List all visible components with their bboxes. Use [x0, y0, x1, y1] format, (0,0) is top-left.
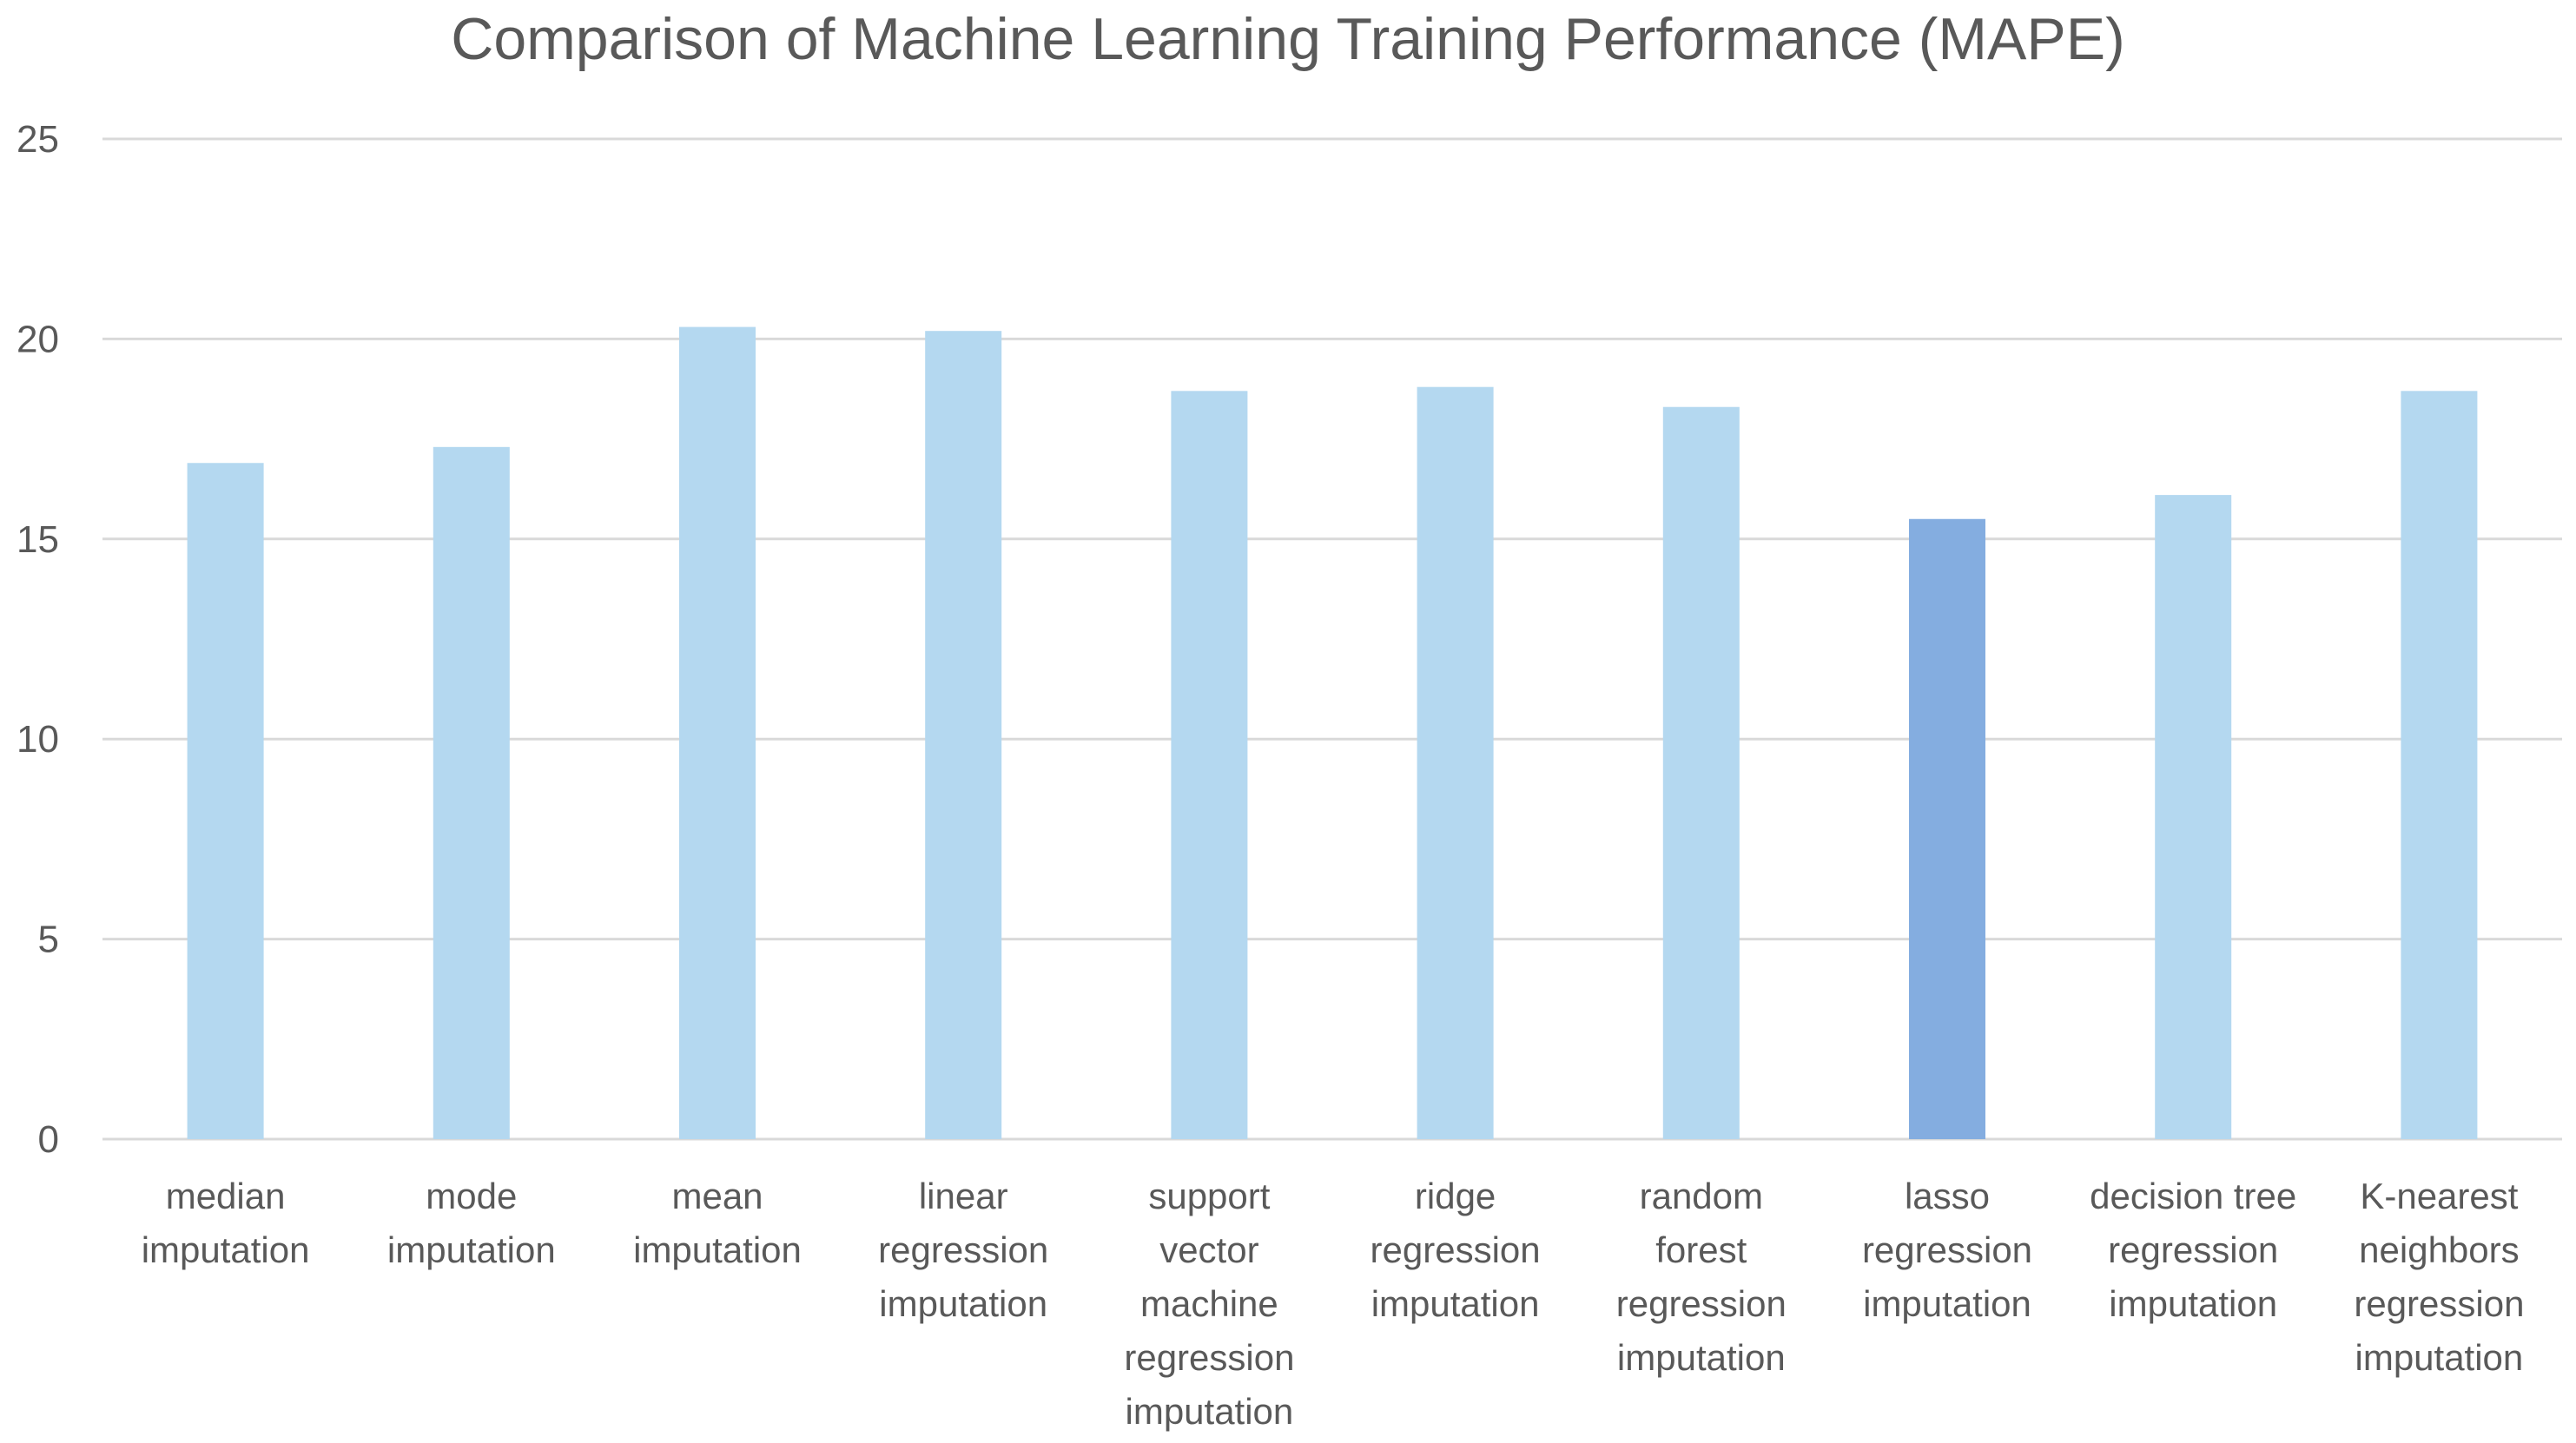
- x-tick-label-line: regression: [2354, 1283, 2524, 1324]
- x-tick-label: mean imputation: [633, 1176, 802, 1270]
- x-tick-label-line: imputation: [879, 1283, 1047, 1324]
- bar: [187, 463, 264, 1139]
- x-tick-label-line: regression: [1616, 1283, 1787, 1324]
- bar: [1171, 391, 1248, 1140]
- x-tick-label-line: imputation: [2355, 1337, 2524, 1378]
- x-tick-label-line: regression: [878, 1229, 1048, 1270]
- x-tick-label: mode imputation: [387, 1176, 556, 1270]
- y-tick-label: 25: [17, 118, 59, 161]
- chart-title: Comparison of Machine Learning Training …: [451, 6, 2125, 72]
- x-tick-label: median imputation: [142, 1176, 310, 1270]
- x-tick-label-line: imputation: [387, 1229, 556, 1270]
- x-tick-label-line: forest: [1655, 1229, 1747, 1270]
- bar: [2401, 391, 2478, 1140]
- bars: [187, 326, 2478, 1140]
- x-tick-label-line: linear: [919, 1176, 1008, 1216]
- y-tick-label: 10: [17, 718, 59, 761]
- x-tick-label-line: imputation: [2109, 1283, 2277, 1324]
- x-tick-label: linear regression imputation: [878, 1176, 1048, 1324]
- y-tick-label: 20: [17, 318, 59, 360]
- bar: [679, 326, 756, 1139]
- x-tick-label-line: imputation: [1617, 1337, 1786, 1378]
- x-tick-label-line: regression: [1371, 1229, 1541, 1270]
- x-tick-label-line: random: [1640, 1176, 1763, 1216]
- x-tick-label: random forest regression imputation: [1616, 1176, 1787, 1378]
- x-tick-label-line: ridge: [1415, 1176, 1496, 1216]
- x-tick-label-line: regression: [2108, 1229, 2278, 1270]
- x-tick-label: support vector machine regression imputation: [1124, 1176, 1294, 1432]
- x-tick-label: ridge regression imputation: [1371, 1176, 1541, 1324]
- x-tick-label-line: imputation: [633, 1229, 802, 1270]
- x-tick-label-line: regression: [1124, 1337, 1294, 1378]
- x-tick-label-line: support: [1148, 1176, 1270, 1216]
- x-tick-label: lasso regression imputation: [1862, 1176, 2032, 1324]
- x-tick-label-line: mode: [426, 1176, 517, 1216]
- x-tick-label-line: vector: [1159, 1229, 1258, 1270]
- bar: [1909, 518, 1985, 1139]
- y-tick-label: 5: [38, 919, 59, 961]
- y-axis-ticks: 0 5 10 15 20 25: [17, 118, 59, 1161]
- x-tick-label-line: imputation: [1126, 1391, 1294, 1432]
- x-tick-label-line: machine: [1140, 1283, 1278, 1324]
- gridlines: [102, 137, 2562, 1141]
- x-tick-label-line: imputation: [142, 1229, 310, 1270]
- bar: [433, 446, 510, 1139]
- x-tick-label-line: imputation: [1371, 1283, 1540, 1324]
- x-tick-label-line: imputation: [1863, 1283, 2031, 1324]
- x-axis-labels: median imputation mode imputation mean imputa…: [142, 1176, 2525, 1432]
- x-tick-label-line: neighbors: [2359, 1229, 2519, 1270]
- bar: [2155, 495, 2232, 1139]
- x-tick-label-line: regression: [1862, 1229, 2032, 1270]
- x-tick-label-line: K-nearest: [2360, 1176, 2518, 1216]
- bar: [1662, 406, 1740, 1140]
- x-tick-label-line: mean: [671, 1176, 763, 1216]
- y-tick-label: 15: [17, 518, 59, 561]
- x-tick-label-line: decision tree: [2090, 1176, 2296, 1216]
- y-tick-label: 0: [38, 1118, 59, 1161]
- x-tick-label: K-nearest neighbors regression imputation: [2354, 1176, 2524, 1378]
- bar: [1417, 386, 1494, 1139]
- x-tick-label-line: lasso: [1905, 1176, 1990, 1216]
- x-tick-label-line: median: [166, 1176, 286, 1216]
- bar: [925, 331, 1002, 1140]
- x-tick-label: decision tree regression imputation: [2090, 1176, 2296, 1324]
